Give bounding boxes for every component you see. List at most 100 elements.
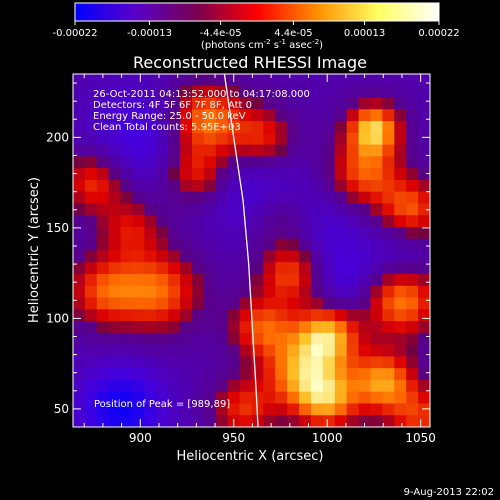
heatmap-cell (239, 132, 253, 146)
heatmap-cell (287, 379, 300, 393)
heatmap-cell (156, 215, 169, 228)
heatmap-cell (227, 250, 241, 263)
heatmap-cell (311, 156, 324, 169)
heatmap-cell (370, 297, 383, 310)
heatmap-cell (215, 297, 229, 310)
heatmap-cell (251, 297, 264, 310)
heatmap-cell (299, 132, 312, 146)
heatmap-cell (180, 238, 193, 252)
heatmap-cell (322, 179, 336, 193)
heatmap-cell (406, 226, 419, 240)
heatmap-cell (275, 332, 288, 346)
heatmap-cell (108, 226, 122, 240)
heatmap-cell (180, 274, 193, 287)
heatmap-cell (239, 379, 253, 393)
heatmap-cell (358, 356, 372, 369)
heatmap-cell (358, 332, 372, 346)
heatmap-cell (334, 250, 348, 263)
heatmap-cell (382, 74, 395, 87)
heatmap-cell (192, 344, 205, 357)
heatmap-cell (108, 132, 122, 146)
heatmap-cell (203, 144, 217, 157)
colorbar-ticks: -0.00022 -0.00013 -4.4e-05 4.4e-05 0.00013 0.… (53, 21, 460, 39)
heatmap-cell (168, 238, 181, 252)
heatmap-cell (299, 344, 312, 357)
heatmap-cell (287, 226, 300, 240)
heatmap-cell (84, 344, 98, 357)
heatmap-cell (96, 379, 110, 393)
heatmap-cell (108, 191, 122, 205)
heatmap-cell (156, 226, 169, 240)
heatmap-cell (144, 156, 157, 169)
heatmap-cell (311, 74, 324, 87)
heatmap-cell (299, 274, 312, 287)
heatmap-cell (108, 379, 122, 393)
heatmap-cell (370, 238, 383, 252)
heatmap-cell (382, 226, 395, 240)
heatmap-cell (156, 168, 169, 181)
heatmap-cell (168, 179, 181, 193)
heatmap-cell (215, 191, 229, 205)
heatmap-cell (96, 415, 110, 427)
heatmap-cell (251, 109, 264, 122)
heatmap-cell (251, 85, 264, 99)
heatmap-cell (322, 391, 336, 405)
heatmap-cell (120, 156, 134, 169)
heatmap-cell (370, 144, 383, 157)
heatmap-cell (346, 262, 360, 275)
heatmap-cell (394, 85, 407, 99)
heatmap-cell (322, 97, 336, 110)
heatmap-cell (132, 321, 145, 334)
heatmap-cell (168, 403, 181, 416)
heatmap-cell (192, 85, 205, 99)
heatmap-cell (370, 250, 383, 263)
heatmap-cell (358, 403, 372, 416)
heatmap-cell (227, 168, 241, 181)
heatmap-cell (168, 74, 181, 87)
heatmap-cell (370, 379, 383, 393)
heatmap-cell (84, 403, 98, 416)
heatmap-cell (84, 379, 98, 393)
heatmap-cell (346, 403, 360, 416)
heatmap-cell (215, 179, 229, 193)
heatmap-cell (311, 262, 324, 275)
heatmap-cell (203, 168, 217, 181)
heatmap-cell (73, 97, 86, 110)
heatmap-cell (239, 344, 253, 357)
heatmap-cell (251, 144, 264, 157)
heatmap-cell (275, 191, 288, 205)
heatmap-cell (73, 238, 86, 252)
heatmap-cell (382, 250, 395, 263)
heatmap-cell (311, 274, 324, 287)
heatmap-cell (346, 109, 360, 122)
heatmap-cell (322, 250, 336, 263)
heatmap-cell (168, 356, 181, 369)
heatmap-cell (203, 391, 217, 405)
heatmap-cell (358, 250, 372, 263)
heatmap-cell (120, 415, 134, 427)
heatmap-cell (96, 144, 110, 157)
heatmap-cell (132, 415, 145, 427)
heatmap-cell (263, 97, 276, 110)
heatmap-cell (263, 250, 276, 263)
heatmap-cell (203, 203, 217, 216)
heatmap-cell (394, 144, 407, 157)
heatmap-cell (311, 109, 324, 122)
colorbar-tick-label: -0.00022 (53, 28, 98, 39)
heatmap-cell (382, 97, 395, 110)
heatmap-cell (358, 262, 372, 275)
heatmap-cell (406, 391, 419, 405)
heatmap-cell (346, 203, 360, 216)
heatmap-cell (215, 168, 229, 181)
heatmap-cell (203, 85, 217, 99)
y-tick-label: 150 (46, 221, 69, 235)
heatmap-cell (299, 356, 312, 369)
heatmap-cell (144, 97, 157, 110)
heatmap-cell (192, 356, 205, 369)
heatmap-cell (239, 109, 253, 122)
heatmap-cell (251, 179, 264, 193)
heatmap-cell (180, 226, 193, 240)
heatmap-cell (96, 250, 110, 263)
heatmap-cell (132, 238, 145, 252)
heatmap-cell (334, 321, 348, 334)
